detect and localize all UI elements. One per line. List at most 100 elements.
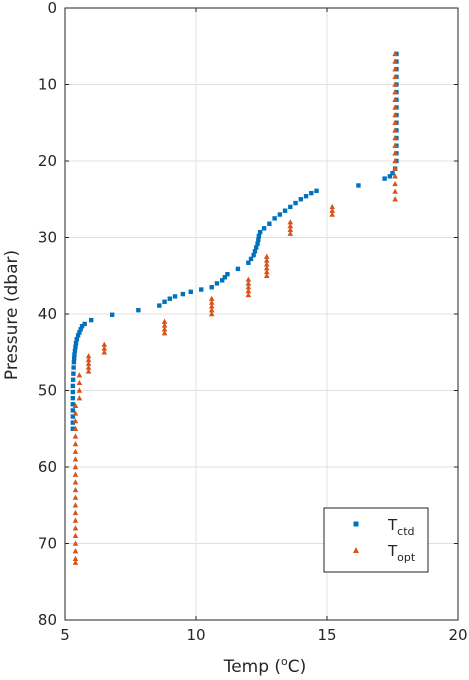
point-opt-15 xyxy=(392,165,398,171)
point-opt-17 xyxy=(392,180,398,187)
point-ctd-32 xyxy=(256,233,262,239)
point-opt-31 xyxy=(263,268,270,275)
point-opt-51 xyxy=(85,356,92,363)
legend-label-ctd: Tctd xyxy=(387,516,415,538)
point-opt-75 xyxy=(72,525,79,531)
point-opt-23 xyxy=(287,219,294,225)
point-opt-39 xyxy=(208,299,215,305)
point-ctd-71 xyxy=(70,383,76,389)
point-ctd-19 xyxy=(356,183,361,188)
point-opt-38 xyxy=(208,295,215,301)
point-opt-71 xyxy=(72,494,79,500)
point-opt-26 xyxy=(287,230,294,236)
point-opt-62 xyxy=(72,425,79,431)
point-opt-12 xyxy=(392,142,398,148)
point-ctd-29 xyxy=(267,221,272,226)
point-ctd-17 xyxy=(387,174,393,179)
point-opt-70 xyxy=(72,486,79,493)
point-ctd-58 xyxy=(78,327,83,332)
point-ctd-66 xyxy=(71,356,77,361)
point-opt-56 xyxy=(76,379,83,386)
point-ctd-18 xyxy=(382,176,387,181)
point-opt-19 xyxy=(392,196,398,202)
y-tick-label-7: 70 xyxy=(38,535,57,553)
point-opt-52 xyxy=(85,360,92,366)
point-opt-80 xyxy=(72,559,79,565)
y-tick-label-8: 80 xyxy=(38,611,57,629)
y-tick-label-4: 40 xyxy=(38,305,57,323)
point-ctd-63 xyxy=(73,344,78,350)
point-ctd-23 xyxy=(298,197,303,202)
ticks: 5 10 15 20 0 10 20 30 40 50 60 70 80 xyxy=(38,0,468,644)
point-ctd-68 xyxy=(71,365,76,370)
point-ctd-36 xyxy=(252,249,258,254)
point-opt-61 xyxy=(72,418,79,424)
point-ctd-65 xyxy=(72,352,77,357)
y-tick-label-6: 60 xyxy=(38,458,57,476)
point-opt-27 xyxy=(263,253,270,259)
point-ctd-78 xyxy=(70,426,76,431)
point-opt-1 xyxy=(392,58,398,64)
point-ctd-37 xyxy=(251,252,256,258)
point-ctd-60 xyxy=(75,333,81,338)
point-opt-35 xyxy=(245,284,252,290)
point-ctd-40 xyxy=(235,266,241,272)
legend-label-opt: Topt xyxy=(387,542,416,564)
point-opt-22 xyxy=(329,211,336,217)
y-tick-label-5: 50 xyxy=(38,382,57,400)
point-opt-65 xyxy=(72,448,79,454)
legend-marker-ctd xyxy=(353,521,359,527)
point-ctd-57 xyxy=(79,324,85,329)
point-opt-58 xyxy=(76,395,83,401)
point-opt-48 xyxy=(101,345,108,351)
point-opt-14 xyxy=(392,158,398,164)
point-ctd-69 xyxy=(71,371,76,376)
point-opt-16 xyxy=(392,173,398,179)
point-opt-7 xyxy=(392,104,398,110)
point-opt-10 xyxy=(392,127,398,133)
point-opt-11 xyxy=(392,135,398,141)
point-ctd-26 xyxy=(282,208,288,213)
point-ctd-46 xyxy=(199,287,204,292)
point-opt-59 xyxy=(72,402,79,408)
point-ctd-51 xyxy=(162,299,167,304)
point-opt-63 xyxy=(72,433,79,439)
y-tick-label-1: 10 xyxy=(38,76,57,94)
point-opt-32 xyxy=(263,272,270,278)
point-ctd-56 xyxy=(82,321,87,327)
point-opt-40 xyxy=(208,303,215,309)
point-ctd-47 xyxy=(188,289,193,295)
x-tick-label-0: 5 xyxy=(60,626,70,644)
point-ctd-25 xyxy=(288,204,293,210)
grid xyxy=(64,7,459,621)
point-ctd-62 xyxy=(73,340,79,346)
point-ctd-64 xyxy=(72,348,78,353)
point-opt-77 xyxy=(72,540,79,546)
x-axis-label: Temp (oC) xyxy=(223,655,307,677)
point-ctd-24 xyxy=(293,200,298,206)
point-opt-37 xyxy=(245,291,252,298)
point-opt-79 xyxy=(72,555,79,561)
legend-marker-opt xyxy=(353,547,359,553)
point-ctd-45 xyxy=(209,285,214,290)
point-opt-2 xyxy=(392,66,398,72)
point-ctd-76 xyxy=(70,414,76,419)
point-opt-25 xyxy=(287,226,294,233)
point-ctd-49 xyxy=(172,294,178,299)
point-ctd-22 xyxy=(303,193,309,199)
point-ctd-53 xyxy=(136,307,141,313)
y-tick-label-2: 20 xyxy=(38,152,57,170)
point-opt-53 xyxy=(85,364,92,370)
point-opt-57 xyxy=(76,387,83,393)
x-tick-label-3: 20 xyxy=(448,626,467,644)
point-ctd-35 xyxy=(254,245,259,250)
point-ctd-52 xyxy=(157,303,162,308)
point-opt-33 xyxy=(245,276,252,282)
point-opt-46 xyxy=(161,330,168,336)
point-ctd-73 xyxy=(70,395,76,401)
point-ctd-72 xyxy=(70,389,76,395)
point-opt-4 xyxy=(392,81,398,87)
point-ctd-33 xyxy=(256,237,261,242)
point-ctd-41 xyxy=(225,272,230,277)
point-opt-49 xyxy=(101,349,108,355)
